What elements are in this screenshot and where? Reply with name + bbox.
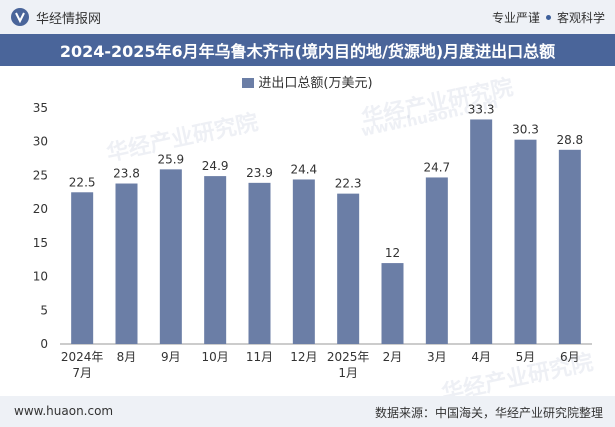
x-tick-label: 2024年 — [61, 350, 104, 364]
data-label: 24.7 — [423, 160, 450, 174]
legend-swatch — [242, 78, 255, 88]
y-tick-label: 25 — [33, 168, 48, 182]
chart-title: 2024-2025年6月年乌鲁木齐市(境内目的地/货源地)月度进出口总额 — [0, 34, 615, 66]
bar-chart: 0 5 10 15 20 25 30 35 22.5 2024年 7月 23.8 8月 25.9 9月 24.… — [33, 101, 592, 380]
footer-site[interactable]: www.huaon.com — [14, 404, 114, 418]
x-tick-label: 11月 — [246, 350, 273, 364]
y-tick-label: 0 — [40, 337, 48, 351]
y-tick-label: 10 — [33, 270, 48, 284]
x-tick-label: 8月 — [117, 350, 137, 364]
data-source: 数据来源：中国海关，华经产业研究院整理 — [374, 406, 603, 420]
bar — [159, 169, 182, 344]
separator-dot-icon — [545, 15, 551, 20]
brand-name: 华经情报网 — [36, 11, 102, 27]
x-tick-label: 7月 — [72, 366, 92, 380]
y-tick-label: 35 — [33, 101, 48, 115]
y-tick-label: 5 — [40, 303, 48, 317]
top-bar: 华经情报网 专业严谨 客观科学 — [0, 0, 615, 34]
x-tick-label: 12月 — [290, 350, 317, 364]
legend: 进出口总额(万美元) — [0, 72, 615, 91]
tag-rigorous: 专业严谨 — [491, 11, 540, 25]
brand-logo-icon — [11, 8, 29, 26]
x-tick-label: 3月 — [427, 350, 447, 364]
bar — [292, 179, 315, 344]
data-label: 23.9 — [246, 166, 273, 180]
footer: www.huaon.com 数据来源：中国海关，华经产业研究院整理 — [0, 396, 615, 427]
y-tick-label: 30 — [33, 135, 48, 149]
bar — [381, 263, 404, 344]
y-tick-label: 20 — [33, 202, 48, 216]
brand[interactable]: 华经情报网 — [10, 7, 101, 27]
x-tick-label: 6月 — [560, 350, 580, 364]
data-label: 12 — [385, 246, 400, 260]
bar — [558, 149, 581, 344]
bar — [425, 177, 448, 344]
x-tick-label: 9月 — [161, 350, 181, 364]
bar — [71, 192, 94, 344]
data-label: 25.9 — [157, 152, 184, 166]
x-tick-label: 5月 — [516, 350, 536, 364]
bar — [115, 183, 138, 344]
x-tick-label: 2025年 — [327, 350, 370, 364]
header-tags: 专业严谨 客观科学 — [492, 9, 605, 26]
x-tick-label: 1月 — [338, 366, 358, 380]
bar — [248, 182, 271, 344]
legend-label: 进出口总额(万美元) — [258, 76, 373, 91]
tag-objective: 客观科学 — [556, 11, 605, 25]
data-label: 24.4 — [290, 162, 317, 176]
bar — [337, 193, 360, 344]
data-label: 22.3 — [335, 177, 362, 191]
y-tick-label: 15 — [33, 236, 48, 250]
data-label: 22.5 — [69, 175, 96, 189]
bar — [514, 139, 537, 344]
bar — [470, 119, 493, 344]
data-label: 24.9 — [202, 159, 229, 173]
data-label: 33.3 — [468, 102, 495, 116]
x-tick-label: 10月 — [202, 350, 229, 364]
x-tick-label: 2月 — [383, 350, 403, 364]
bar — [204, 176, 227, 344]
x-tick-label: 4月 — [471, 350, 491, 364]
data-label: 28.8 — [556, 133, 583, 147]
data-label: 23.8 — [113, 167, 140, 181]
data-label: 30.3 — [512, 123, 539, 137]
